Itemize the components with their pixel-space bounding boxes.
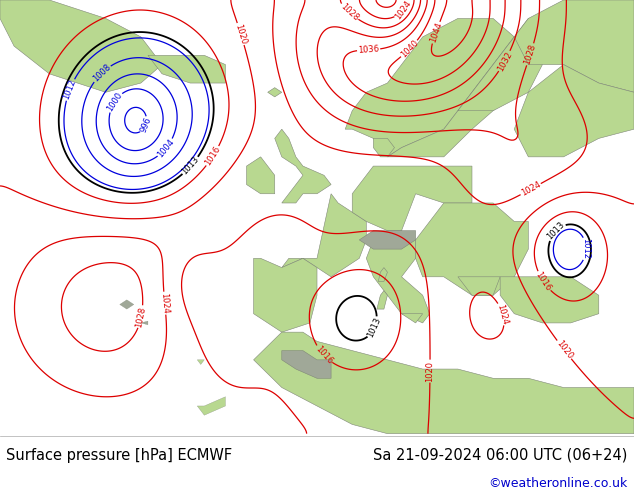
Text: ©weatheronline.co.uk: ©weatheronline.co.uk — [488, 477, 628, 490]
Polygon shape — [378, 268, 387, 281]
Polygon shape — [514, 65, 634, 157]
Text: Surface pressure [hPa] ECMWF: Surface pressure [hPa] ECMWF — [6, 447, 233, 463]
Text: 1016: 1016 — [534, 270, 553, 293]
Polygon shape — [275, 129, 331, 203]
Polygon shape — [197, 397, 226, 415]
Polygon shape — [458, 277, 500, 295]
Text: 1020: 1020 — [554, 339, 574, 361]
Text: 1044: 1044 — [428, 21, 444, 44]
Polygon shape — [120, 300, 134, 309]
Text: 1013: 1013 — [366, 316, 383, 339]
Text: 1020: 1020 — [425, 361, 434, 382]
Text: 1012: 1012 — [62, 78, 78, 101]
Text: Sa 21-09-2024 06:00 UTC (06+24): Sa 21-09-2024 06:00 UTC (06+24) — [373, 447, 628, 463]
Text: 1028: 1028 — [339, 2, 360, 23]
Polygon shape — [254, 258, 317, 332]
Polygon shape — [359, 231, 416, 249]
Polygon shape — [366, 231, 430, 323]
Polygon shape — [281, 194, 366, 277]
Text: 1016: 1016 — [204, 145, 223, 168]
Polygon shape — [141, 321, 148, 325]
Polygon shape — [353, 166, 472, 231]
Polygon shape — [247, 157, 275, 194]
Polygon shape — [387, 19, 543, 157]
Text: 1024: 1024 — [394, 0, 413, 21]
Text: 1024: 1024 — [519, 180, 542, 198]
Text: 1016: 1016 — [313, 344, 334, 366]
Text: 1040: 1040 — [399, 38, 420, 60]
Polygon shape — [500, 277, 598, 323]
Polygon shape — [345, 19, 514, 157]
Polygon shape — [254, 332, 634, 434]
Text: 1028: 1028 — [134, 305, 148, 328]
Polygon shape — [148, 55, 226, 83]
Text: 1028: 1028 — [523, 43, 538, 66]
Polygon shape — [373, 138, 394, 157]
Polygon shape — [377, 291, 387, 309]
Text: 1012: 1012 — [581, 238, 590, 259]
Polygon shape — [416, 203, 528, 295]
Text: 1004: 1004 — [156, 137, 176, 159]
Text: 1036: 1036 — [358, 45, 380, 55]
Polygon shape — [458, 37, 543, 111]
Text: 1013: 1013 — [180, 155, 201, 177]
Text: 1000: 1000 — [105, 91, 124, 113]
Text: 1024: 1024 — [495, 303, 510, 325]
Polygon shape — [0, 0, 162, 92]
Text: 1020: 1020 — [233, 23, 248, 46]
Text: 1024: 1024 — [159, 293, 170, 314]
Text: 1013: 1013 — [545, 220, 567, 242]
Text: 1008: 1008 — [91, 63, 112, 84]
Polygon shape — [401, 314, 423, 323]
Polygon shape — [197, 360, 204, 365]
Text: 1032: 1032 — [496, 50, 514, 73]
Polygon shape — [268, 88, 281, 97]
Text: 996: 996 — [138, 116, 153, 134]
Polygon shape — [514, 0, 634, 92]
Polygon shape — [281, 351, 331, 378]
